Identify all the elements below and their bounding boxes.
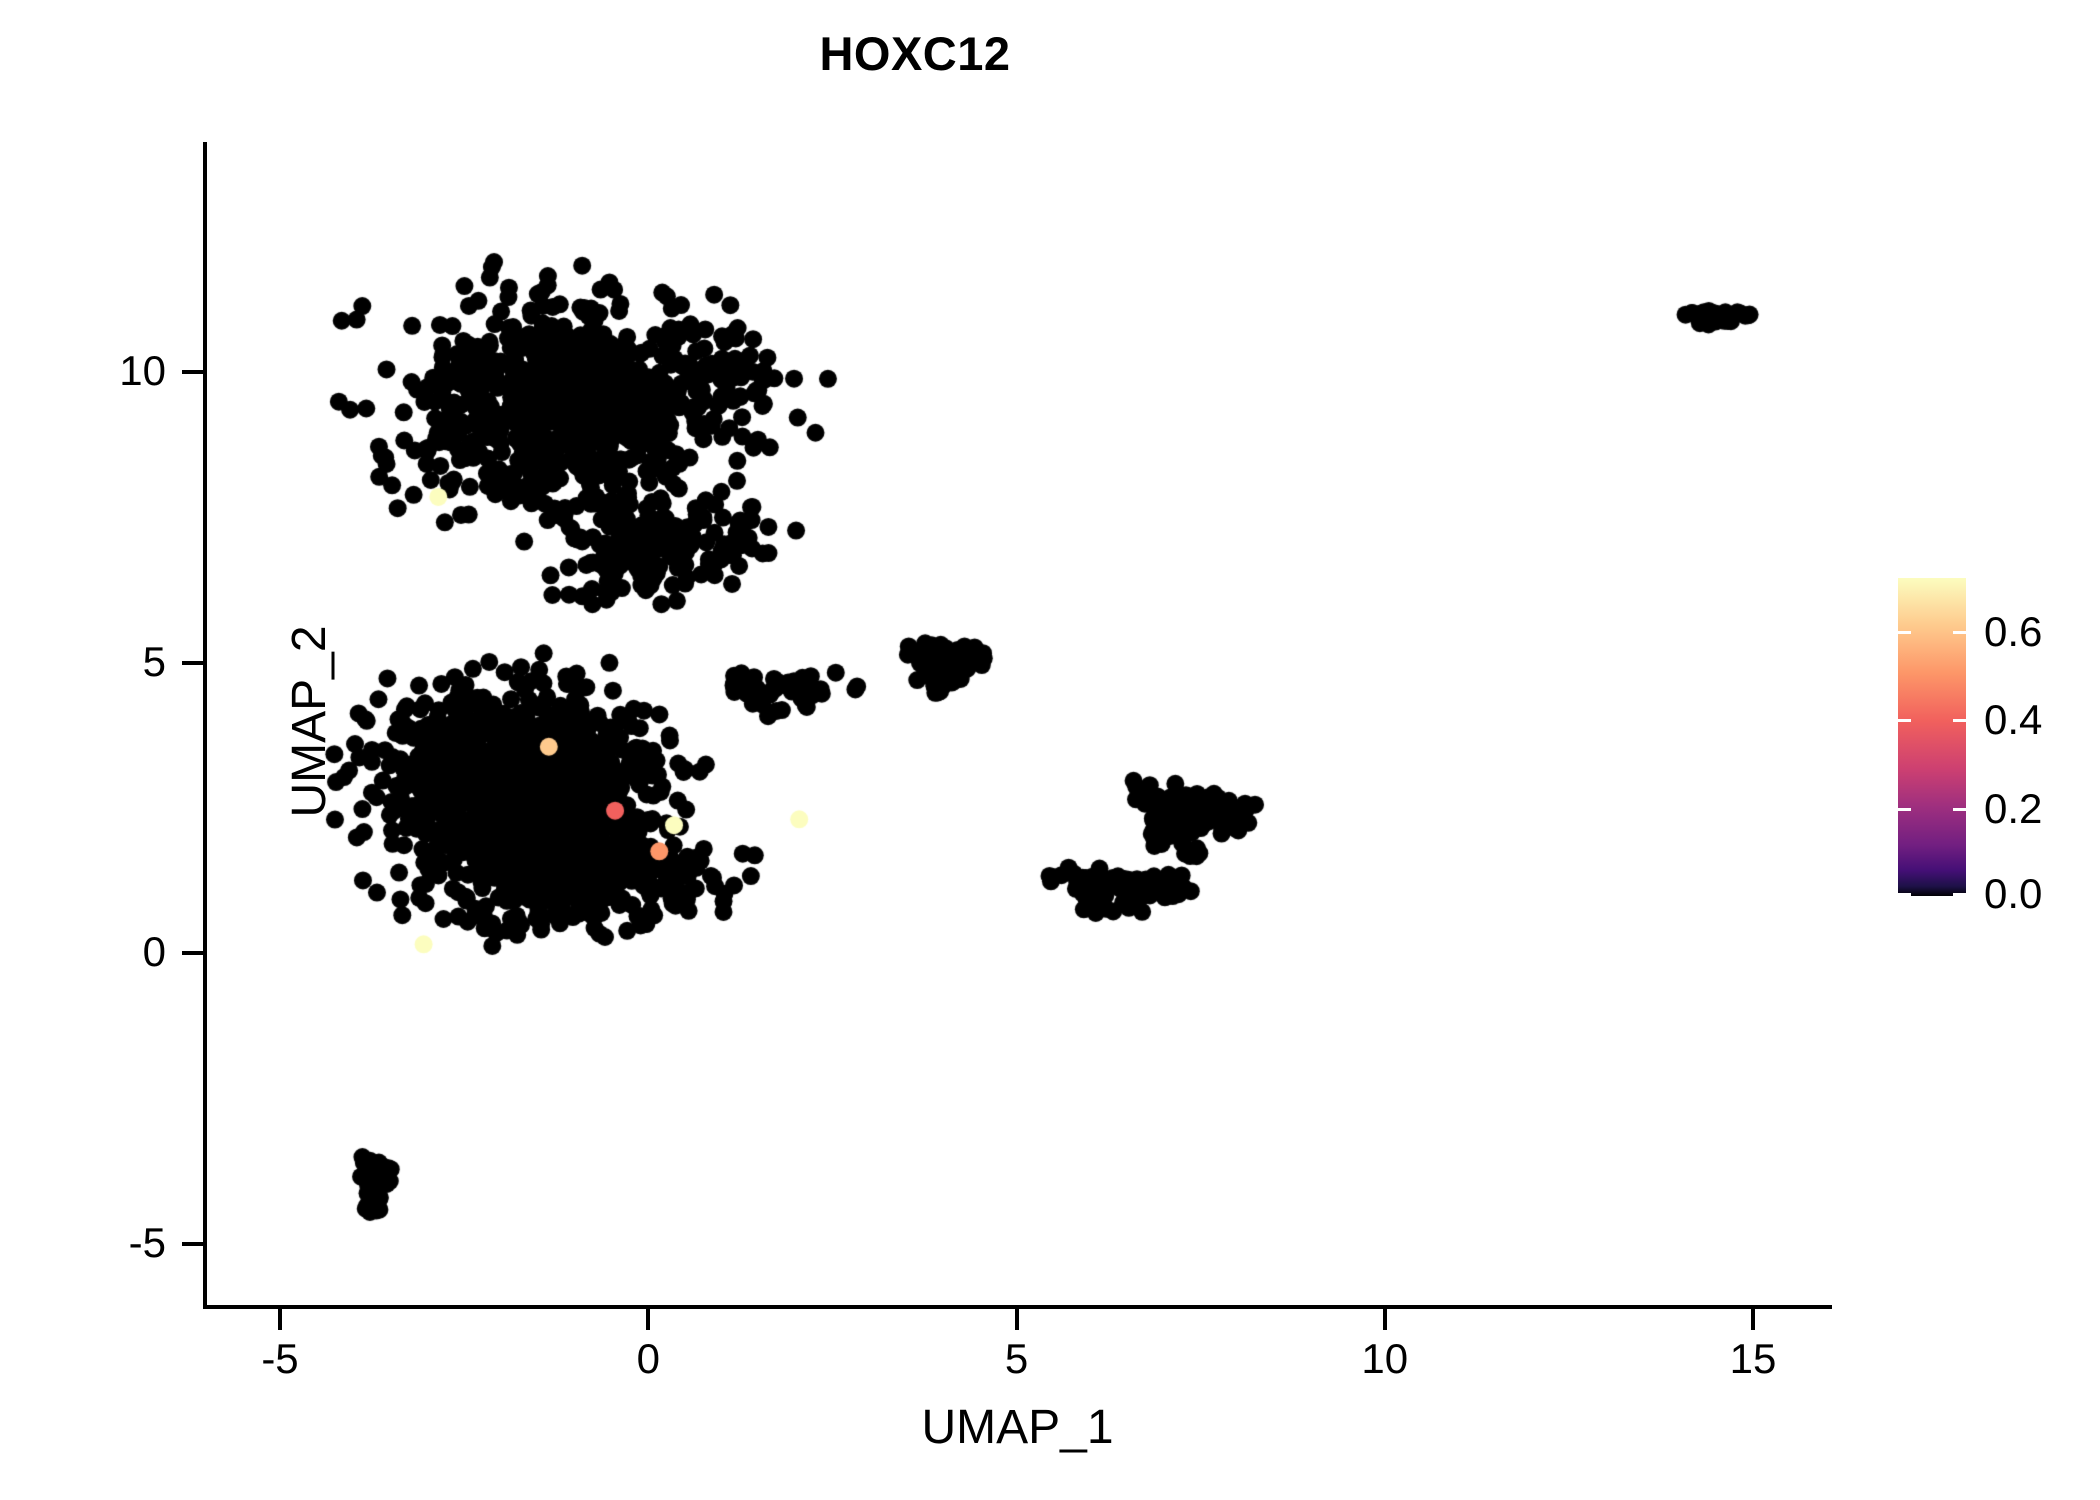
- x-tick-mark: [646, 1309, 651, 1330]
- x-axis-title: UMAP_1: [921, 1401, 1114, 1454]
- x-tick-mark: [1014, 1309, 1019, 1330]
- y-axis-line: [203, 142, 207, 1309]
- y-tick-label: -5: [128, 1218, 166, 1266]
- y-tick-mark: [182, 370, 203, 374]
- plot-panel: [205, 142, 1830, 1305]
- colorbar-tick-label: 0.2: [1984, 784, 2043, 832]
- colorbar-tick-mark: [1898, 631, 1966, 634]
- colorbar-tick-label: 0.4: [1984, 696, 2043, 744]
- y-tick-label: 10: [119, 347, 166, 394]
- y-tick-mark: [182, 660, 203, 665]
- x-tick-mark: [278, 1309, 282, 1330]
- x-tick-label: 10: [1361, 1335, 1409, 1382]
- colorbar-tick-label: 0.6: [1984, 608, 2043, 655]
- color-legend[interactable]: 0.6 0.4 0.2 0.0: [1898, 578, 2078, 915]
- colorbar-tick-label: 0.0: [1984, 870, 2043, 917]
- x-axis-line: [203, 1305, 1832, 1309]
- colorbar-tick-mark: [1898, 807, 1966, 811]
- x-tick-label: 5: [1004, 1335, 1029, 1382]
- x-tick-label: 15: [1729, 1335, 1777, 1382]
- colorbar-tick-mark: [1898, 893, 1966, 896]
- x-tick-label: -5: [261, 1335, 299, 1382]
- x-tick-mark: [1751, 1309, 1755, 1330]
- x-tick-mark: [1382, 1309, 1387, 1330]
- page-title: HOXC12: [819, 27, 1011, 80]
- scatter-points-layer: [205, 142, 1830, 1305]
- y-tick-mark: [182, 951, 203, 955]
- x-tick-label: 0: [636, 1335, 660, 1382]
- colorbar-tick-mark: [1898, 719, 1966, 723]
- colorbar-gradient: [1898, 578, 1966, 896]
- y-tick-label: 5: [142, 637, 166, 685]
- y-axis-title: UMAP_2: [283, 625, 336, 818]
- y-tick-mark: [182, 1241, 203, 1246]
- y-tick-label: 0: [142, 928, 166, 975]
